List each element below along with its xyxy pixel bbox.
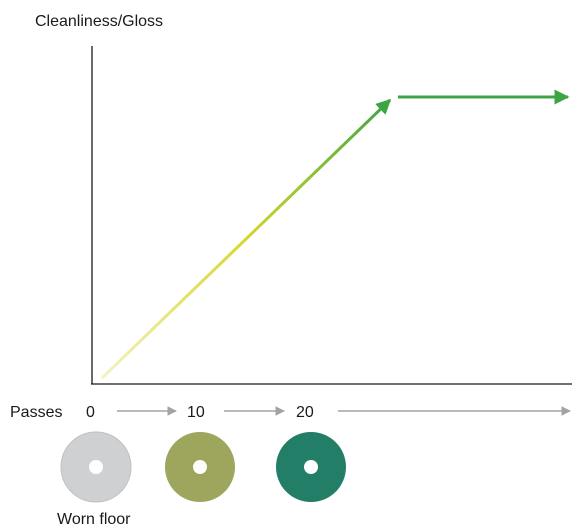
worn-floor-caption: Worn floor <box>57 511 131 528</box>
light-gray-pad <box>60 431 132 503</box>
y-axis-label: Cleanliness/Gloss <box>35 13 163 30</box>
pass-tick-0: 0 <box>86 404 95 421</box>
teal-green-pad <box>276 432 346 502</box>
pass-tick-20: 20 <box>296 404 314 421</box>
rising-gloss-arrow <box>100 98 392 380</box>
olive-green-pad <box>165 432 235 502</box>
passes-label: Passes <box>10 404 62 421</box>
pass-tick-10: 10 <box>187 404 205 421</box>
